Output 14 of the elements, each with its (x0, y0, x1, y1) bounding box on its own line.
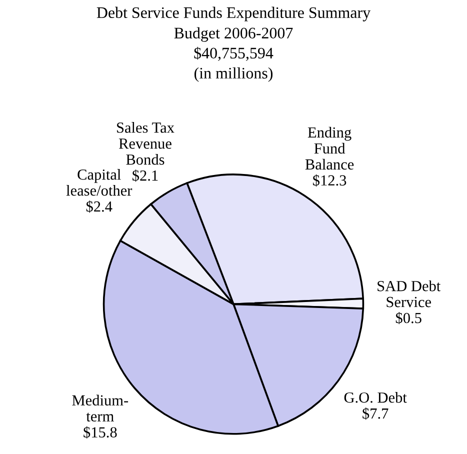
data-label: $7.7 (362, 407, 388, 420)
slice-label: Capital lease/other (66, 168, 132, 196)
chart-subtitle: Budget 2006-2007 $40,755,594 (in millions) (174, 27, 293, 82)
data-label: $15.8 (84, 426, 117, 439)
data-label: $2.1 (132, 170, 158, 182)
slice-label: SAD Debt Service (378, 280, 441, 308)
chart-title: Debt Service Funds Expenditure Summary (96, 6, 371, 22)
slice-label: Medium- term (72, 394, 128, 422)
slice-label: Ending Fund Balance (305, 126, 354, 170)
slice-label: G.O. Debt (344, 392, 407, 403)
data-label: $2.4 (86, 200, 112, 213)
data-label: $0.5 (396, 312, 422, 324)
data-label: $12.3 (313, 174, 346, 187)
slice-label: Sales Tax Revenue Bonds (117, 122, 174, 165)
